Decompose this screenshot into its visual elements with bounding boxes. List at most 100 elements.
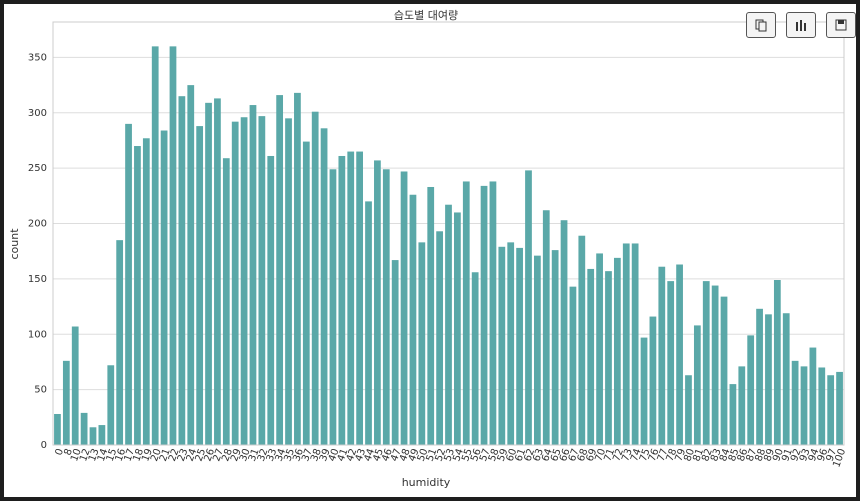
bar xyxy=(338,155,346,445)
bar xyxy=(151,46,159,445)
bar xyxy=(54,413,61,445)
bar xyxy=(365,201,372,445)
bar xyxy=(685,375,692,445)
bar xyxy=(756,308,763,445)
bar xyxy=(382,169,390,445)
x-tick-label: 10 xyxy=(69,447,84,463)
x-tick-label: 71 xyxy=(602,447,617,463)
x-axis-label: humidity xyxy=(402,476,451,489)
x-tick-label: 64 xyxy=(540,447,555,463)
bar xyxy=(89,427,97,445)
x-tick-label: 73 xyxy=(620,447,635,463)
bar xyxy=(462,181,470,445)
bar xyxy=(62,360,70,445)
bar xyxy=(525,170,532,445)
bar xyxy=(791,360,799,445)
bar xyxy=(720,296,728,445)
x-tick-label: 58 xyxy=(487,447,502,463)
x-tick-label: 52 xyxy=(434,447,449,463)
x-tick-label: 22 xyxy=(167,447,182,463)
bar xyxy=(836,371,843,445)
x-tick-label: 89 xyxy=(762,447,777,463)
x-tick-label: 88 xyxy=(754,447,769,463)
x-tick-label: 80 xyxy=(682,447,697,463)
x-tick-label: 96 xyxy=(816,447,831,463)
x-tick-label: 27 xyxy=(211,447,226,463)
bar xyxy=(205,102,212,445)
x-tick-label: 19 xyxy=(140,447,155,463)
x-tick-label: 36 xyxy=(291,447,306,463)
bar xyxy=(258,116,266,445)
x-tick-label: 76 xyxy=(647,447,662,463)
x-tick-label: 34 xyxy=(274,447,289,463)
bar xyxy=(125,123,132,446)
bar xyxy=(711,285,719,445)
x-tick-label: 33 xyxy=(265,447,280,463)
bar xyxy=(178,96,186,445)
x-tick-label: 60 xyxy=(505,447,520,463)
x-tick-label: 21 xyxy=(158,447,173,463)
x-tick-label: 68 xyxy=(576,447,591,463)
chart-button[interactable] xyxy=(786,12,816,38)
bar xyxy=(507,242,515,445)
x-tick-label: 55 xyxy=(460,447,475,463)
x-tick-label: 23 xyxy=(176,447,191,463)
x-tick-label: 26 xyxy=(202,447,217,463)
x-tick-label: 84 xyxy=(718,447,733,463)
x-tick-label: 25 xyxy=(194,447,209,463)
x-tick-label: 97 xyxy=(825,447,840,463)
x-tick-label: 30 xyxy=(238,447,253,463)
bar xyxy=(658,266,666,445)
x-tick-label: 69 xyxy=(585,447,600,463)
x-tick-label: 8 xyxy=(62,447,75,457)
x-tick-label: 17 xyxy=(122,447,137,463)
bar xyxy=(285,118,292,445)
x-tick-label: 31 xyxy=(247,447,262,463)
window: 습도별 대여량 humidity count 0 50 100 150 200 250 30… xyxy=(4,4,856,497)
x-tick-label: 61 xyxy=(514,447,529,463)
x-tick-label: 43 xyxy=(354,447,369,463)
x-tick-label: 39 xyxy=(318,447,333,463)
x-tick-label: 37 xyxy=(300,447,315,463)
x-tick-label: 47 xyxy=(389,447,404,463)
x-tick-label: 91 xyxy=(780,447,795,463)
bar xyxy=(160,130,168,446)
bar xyxy=(676,264,683,445)
copy-button[interactable] xyxy=(746,12,776,38)
x-tick-label: 0 xyxy=(54,447,67,457)
bar xyxy=(702,281,710,445)
bar xyxy=(471,272,479,445)
bar xyxy=(782,313,790,445)
x-tick-label: 74 xyxy=(629,447,644,463)
x-tick-label: 20 xyxy=(149,447,164,463)
bar xyxy=(400,171,408,445)
bar xyxy=(249,105,257,445)
y-tick-label: 0 xyxy=(41,440,47,451)
bar xyxy=(551,250,559,445)
bar xyxy=(605,271,612,445)
save-button[interactable] xyxy=(826,12,856,38)
y-tick-label: 350 xyxy=(28,52,47,63)
bar xyxy=(587,268,595,445)
bar xyxy=(516,247,523,445)
bar xyxy=(134,146,141,445)
bar xyxy=(409,194,417,445)
x-tick-label: 85 xyxy=(727,447,742,463)
bar xyxy=(142,138,150,445)
x-tick-label: 93 xyxy=(798,447,813,463)
x-tick-label: 50 xyxy=(416,447,431,463)
bar xyxy=(311,111,319,445)
bar xyxy=(320,128,328,446)
bar xyxy=(294,92,301,445)
chart-title: 습도별 대여량 xyxy=(394,9,458,22)
bar xyxy=(533,255,541,445)
bar xyxy=(302,141,310,446)
bar xyxy=(640,337,648,445)
bar xyxy=(427,186,435,446)
bar xyxy=(596,253,603,445)
bar xyxy=(454,212,461,445)
bar xyxy=(436,231,443,445)
x-tick-label: 75 xyxy=(638,447,653,463)
bar xyxy=(800,366,808,445)
x-tick-label: 78 xyxy=(665,447,680,463)
